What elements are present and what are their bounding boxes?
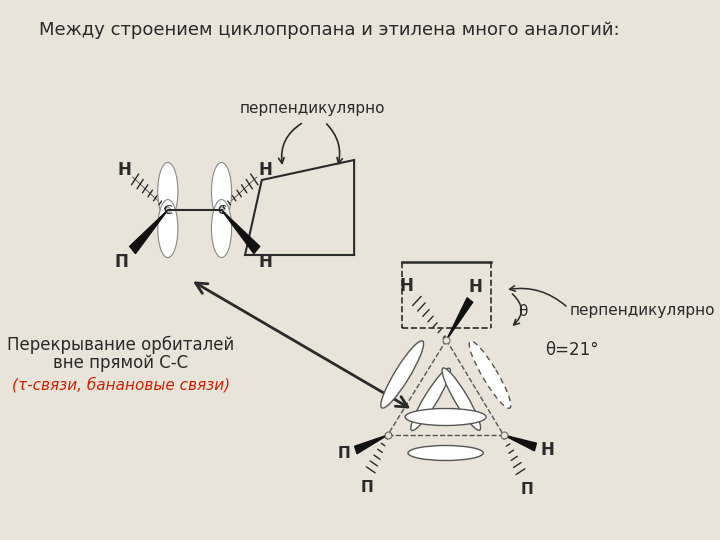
Ellipse shape xyxy=(158,200,178,258)
Polygon shape xyxy=(354,435,387,454)
Text: П: П xyxy=(338,446,351,461)
Text: θ: θ xyxy=(518,305,528,320)
Text: C: C xyxy=(217,205,226,218)
Text: (τ-связи, банановые связи): (τ-связи, банановые связи) xyxy=(12,377,230,393)
Ellipse shape xyxy=(212,163,232,220)
Ellipse shape xyxy=(158,163,178,220)
Text: вне прямой С-С: вне прямой С-С xyxy=(53,354,189,372)
Text: H: H xyxy=(258,161,272,179)
Circle shape xyxy=(166,207,171,213)
Text: H: H xyxy=(399,277,413,295)
Ellipse shape xyxy=(469,341,510,408)
Text: C: C xyxy=(163,205,172,218)
Text: H: H xyxy=(258,253,272,271)
Polygon shape xyxy=(446,298,473,340)
Text: П: П xyxy=(360,480,373,495)
Ellipse shape xyxy=(212,200,232,258)
Text: Между строением циклопропана и этилена много аналогий:: Между строением циклопропана и этилена м… xyxy=(39,21,619,39)
Text: H: H xyxy=(117,161,131,179)
Polygon shape xyxy=(222,210,260,254)
Text: перпендикулярно: перпендикулярно xyxy=(570,302,715,318)
Polygon shape xyxy=(503,435,536,451)
Ellipse shape xyxy=(411,368,450,430)
Text: Перекрывание орбиталей: Перекрывание орбиталей xyxy=(7,336,235,354)
Ellipse shape xyxy=(442,368,480,430)
Ellipse shape xyxy=(381,341,423,408)
Circle shape xyxy=(219,207,224,213)
Ellipse shape xyxy=(405,408,486,426)
Text: H: H xyxy=(540,441,554,459)
Text: перпендикулярно: перпендикулярно xyxy=(240,100,385,116)
Ellipse shape xyxy=(408,446,483,461)
Polygon shape xyxy=(130,210,168,254)
Text: П: П xyxy=(114,253,129,271)
Text: H: H xyxy=(468,278,482,296)
Text: θ=21°: θ=21° xyxy=(546,341,599,359)
Text: П: П xyxy=(521,482,534,496)
